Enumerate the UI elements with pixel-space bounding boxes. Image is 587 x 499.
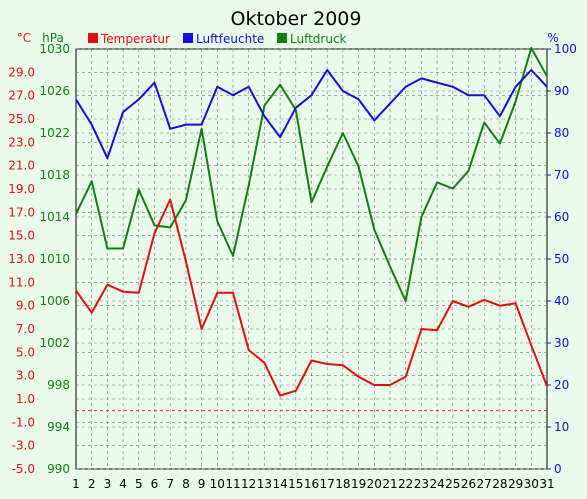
temperature-tick-label: 1.0 xyxy=(16,392,35,406)
day-tick-label: 24 xyxy=(429,477,444,491)
temperature-tick-label: 19.0 xyxy=(8,182,35,196)
day-tick-label: 7 xyxy=(166,477,174,491)
day-tick-label: 2 xyxy=(88,477,96,491)
series-line-luftdruck xyxy=(75,47,548,302)
legend-label: Temperatur xyxy=(100,32,170,46)
humidity-tick-label: 70 xyxy=(554,168,569,182)
humidity-tick-label: 20 xyxy=(554,378,569,392)
humidity-tick-label: 0 xyxy=(554,462,562,476)
day-tick-label: 4 xyxy=(119,477,127,491)
pressure-axis: 990 994 998 1002 1006 1010 1014 1018 1022 1026 103… xyxy=(39,42,70,476)
pressure-tick-label: 1002 xyxy=(39,336,70,350)
humidity-tick-label: 80 xyxy=(554,126,569,140)
temperature-tick-label: -5.0 xyxy=(12,462,35,476)
humidity-tick-label: 50 xyxy=(554,252,569,266)
unit-temperature: °C xyxy=(17,31,31,45)
day-tick-label: 28 xyxy=(492,477,507,491)
unit-humidity: % xyxy=(547,31,558,45)
day-tick-label: 14 xyxy=(272,477,287,491)
pressure-tick-label: 1006 xyxy=(39,294,70,308)
pressure-tick-label: 1026 xyxy=(39,84,70,98)
temperature-tick-label: 3.0 xyxy=(16,369,35,383)
day-tick-label: 9 xyxy=(198,477,206,491)
legend-swatch xyxy=(277,33,287,43)
temperature-tick-label: 9.0 xyxy=(16,299,35,313)
day-tick-label: 3 xyxy=(104,477,112,491)
pressure-tick-label: 1030 xyxy=(39,42,70,56)
temperature-tick-label: 27.0 xyxy=(8,89,35,103)
series-line-luftfeuchte xyxy=(75,69,548,160)
day-tick-label: 6 xyxy=(151,477,159,491)
day-tick-label: 31 xyxy=(539,477,554,491)
day-tick-label: 25 xyxy=(445,477,460,491)
day-tick-label: 19 xyxy=(351,477,366,491)
day-tick-label: 21 xyxy=(382,477,397,491)
day-axis: 1 2 3 4 5 6 7 8 9 10 11 12 13 14 15 16 17 18 19 20 21 22 23 24 2… xyxy=(72,477,554,491)
temperature-tick-label: 25.0 xyxy=(8,112,35,126)
day-tick-label: 5 xyxy=(135,477,143,491)
temperature-tick-label: 17.0 xyxy=(8,205,35,219)
day-tick-label: 8 xyxy=(182,477,190,491)
temperature-tick-label: 15.0 xyxy=(8,229,35,243)
temperature-axis: -5.0 -3.0 -1.0 1.0 3.0 5.0 7.0 9.0 11.0 13.0 15.0 1… xyxy=(8,65,35,476)
humidity-tick-label: 90 xyxy=(554,84,569,98)
day-tick-label: 22 xyxy=(398,477,413,491)
pressure-tick-label: 994 xyxy=(47,420,70,434)
humidity-tick-label: 10 xyxy=(554,420,569,434)
legend-label: Luftdruck xyxy=(290,32,347,46)
pressure-tick-label: 1014 xyxy=(39,210,70,224)
series-line-temperatur xyxy=(75,198,548,397)
pressure-tick-label: 1018 xyxy=(39,168,70,182)
chart-title: Oktober 2009 xyxy=(231,8,362,30)
pressure-tick-label: 1010 xyxy=(39,252,70,266)
humidity-tick-label: 30 xyxy=(554,336,569,350)
pressure-tick-label: 998 xyxy=(47,378,70,392)
temperature-tick-label: 21.0 xyxy=(8,159,35,173)
humidity-tick-label: 60 xyxy=(554,210,569,224)
humidity-tick-label: 40 xyxy=(554,294,569,308)
humidity-axis: 0 10 20 30 40 50 60 70 80 90 100 xyxy=(547,42,577,476)
temperature-tick-label: 29.0 xyxy=(8,65,35,79)
day-tick-label: 20 xyxy=(367,477,382,491)
legend-swatch xyxy=(183,33,193,43)
temperature-tick-label: 7.0 xyxy=(16,322,35,336)
temperature-tick-label: 5.0 xyxy=(16,345,35,359)
day-tick-label: 10 xyxy=(210,477,225,491)
temperature-tick-label: 23.0 xyxy=(8,135,35,149)
pressure-tick-label: 1022 xyxy=(39,126,70,140)
day-tick-label: 18 xyxy=(335,477,350,491)
temperature-tick-label: 11.0 xyxy=(8,275,35,289)
unit-pressure: hPa xyxy=(42,31,64,45)
day-tick-label: 30 xyxy=(524,477,539,491)
temperature-tick-label: -3.0 xyxy=(12,439,35,453)
humidity-tick-label: 100 xyxy=(554,42,577,56)
pressure-tick-label: 990 xyxy=(47,462,70,476)
day-tick-label: 23 xyxy=(414,477,429,491)
day-tick-label: 27 xyxy=(477,477,492,491)
day-tick-label: 12 xyxy=(241,477,256,491)
temperature-tick-label: -1.0 xyxy=(12,415,35,429)
day-tick-label: 15 xyxy=(288,477,303,491)
legend: Temperatur Luftfeuchte Luftdruck xyxy=(88,32,347,46)
day-tick-label: 16 xyxy=(304,477,319,491)
day-tick-label: 17 xyxy=(320,477,335,491)
temperature-tick-label: 13.0 xyxy=(8,252,35,266)
day-tick-label: 29 xyxy=(508,477,523,491)
day-tick-label: 13 xyxy=(257,477,272,491)
legend-label: Luftfeuchte xyxy=(196,32,264,46)
grid xyxy=(76,48,547,470)
day-tick-label: 1 xyxy=(72,477,80,491)
day-tick-label: 11 xyxy=(225,477,240,491)
series-lines xyxy=(75,47,548,397)
day-tick-label: 26 xyxy=(461,477,476,491)
legend-swatch xyxy=(88,33,98,43)
